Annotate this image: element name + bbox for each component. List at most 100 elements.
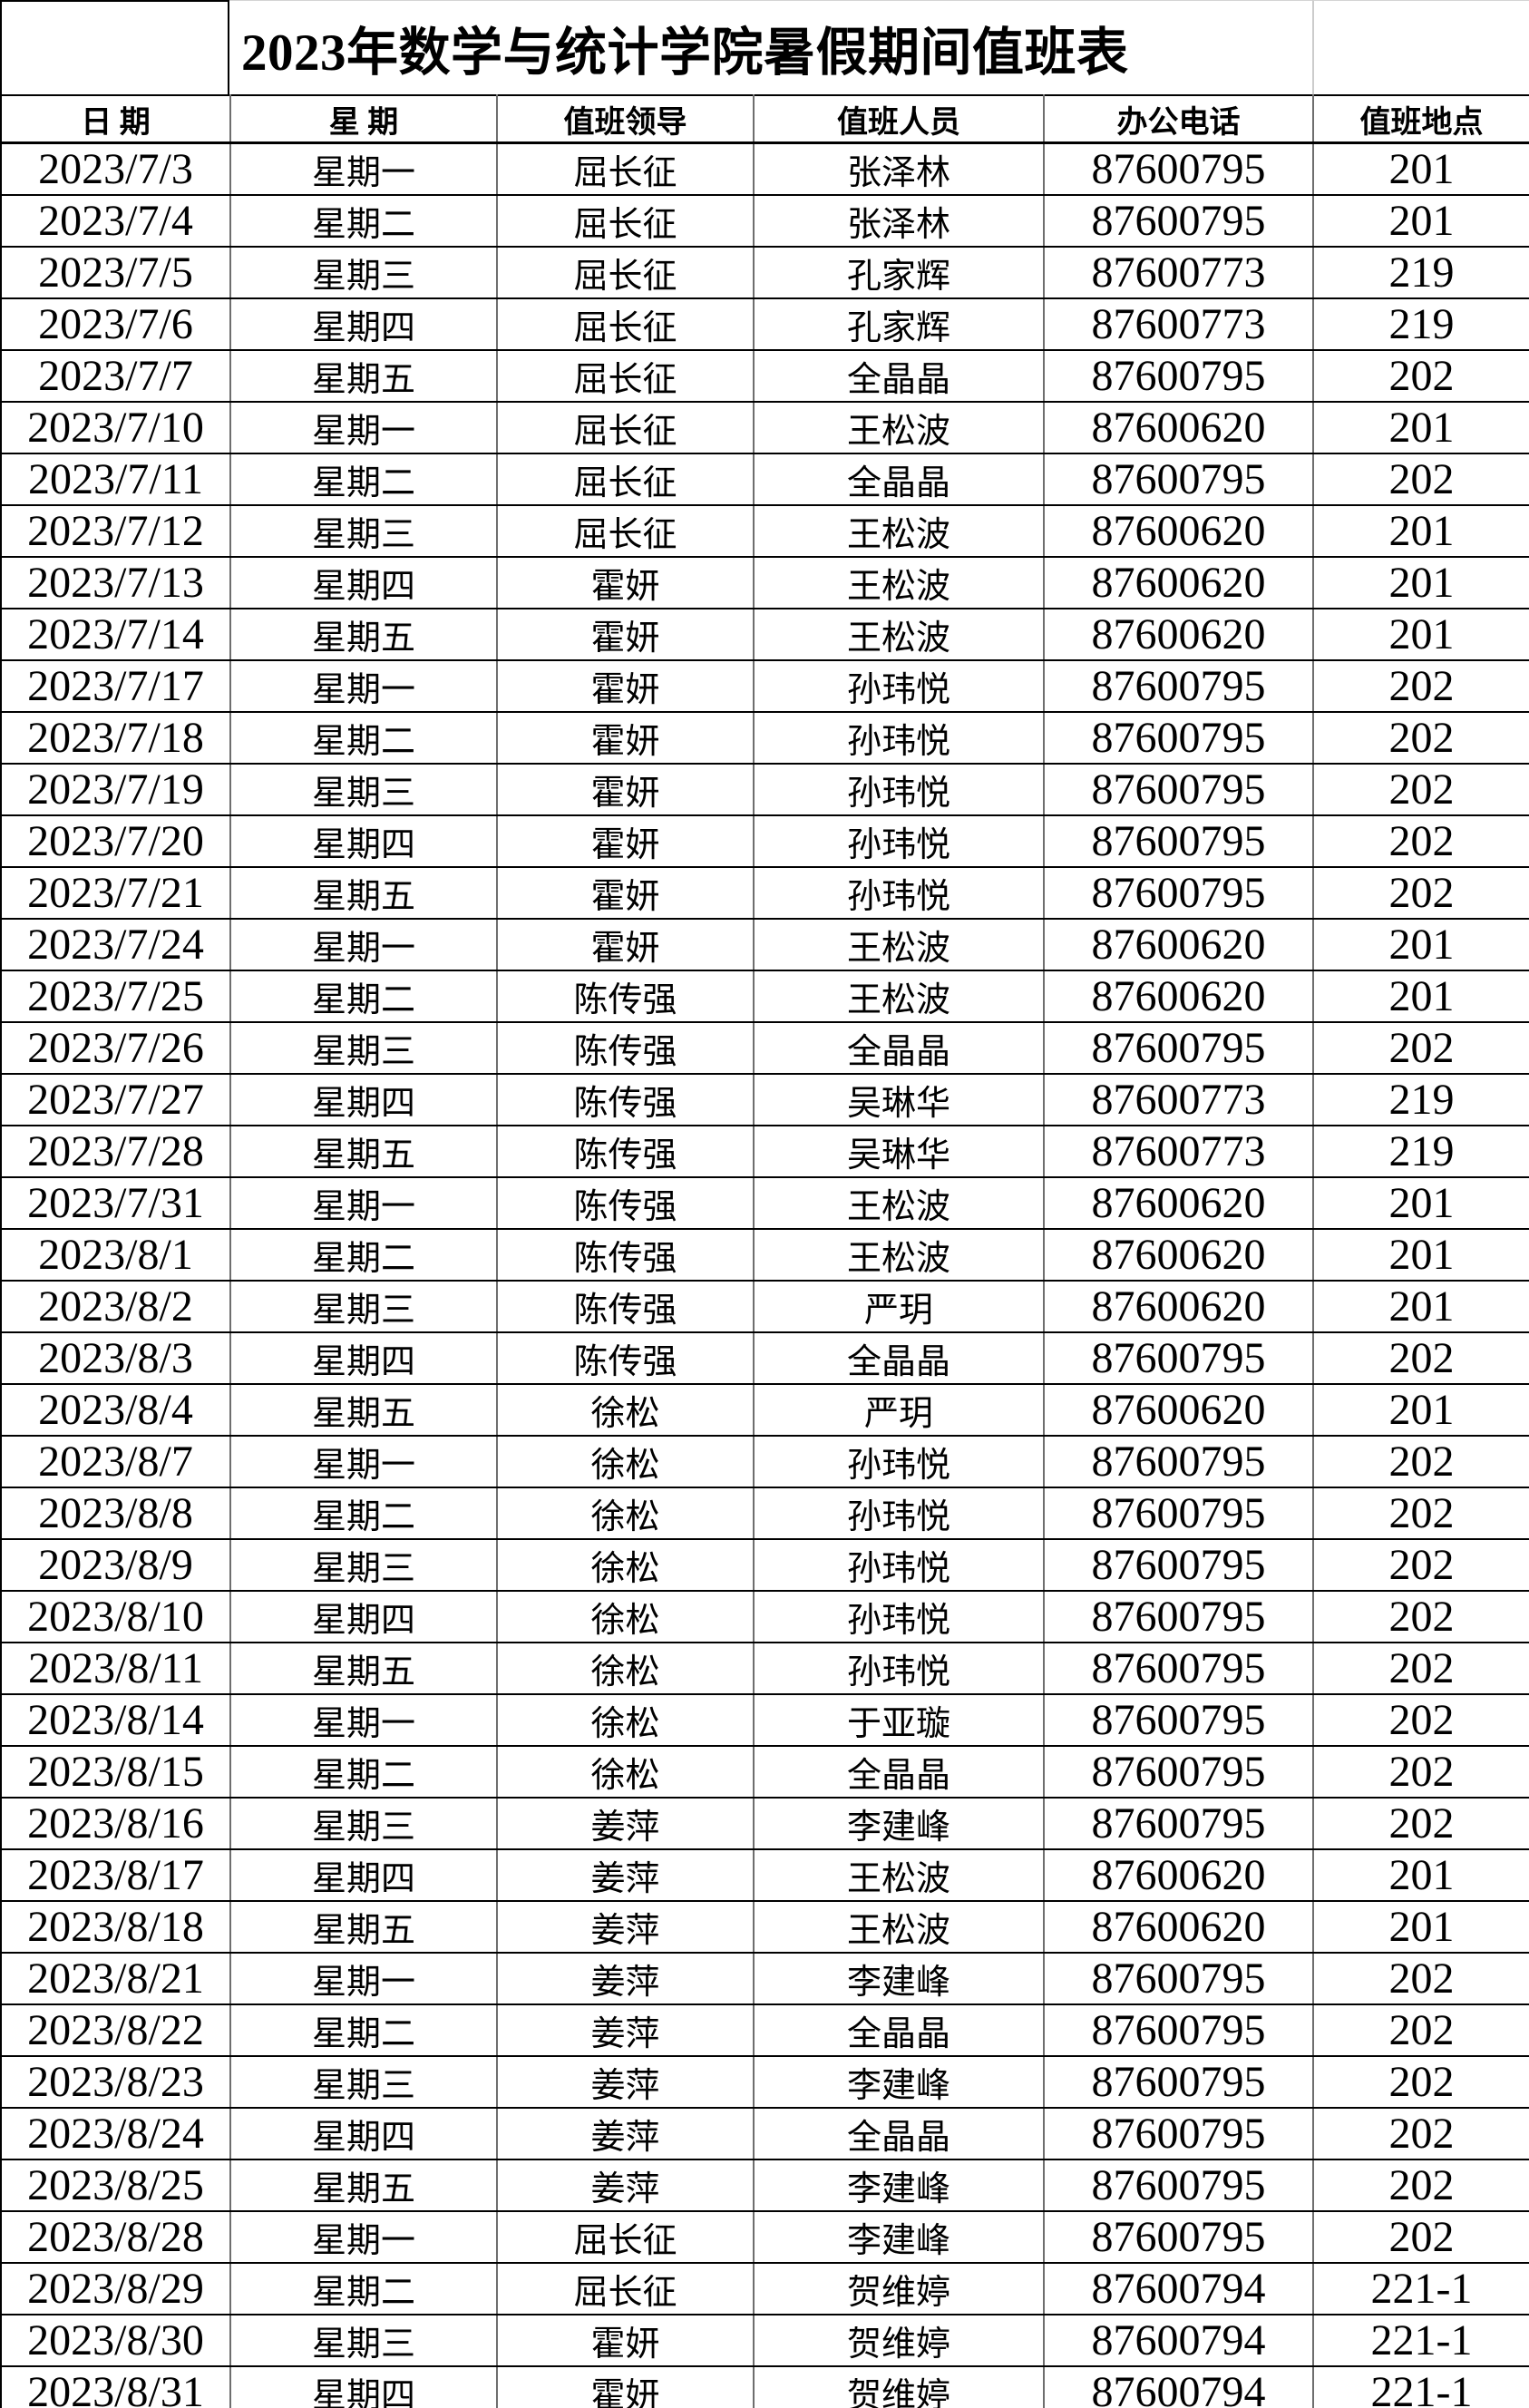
cell-weekday: 星期五 [230, 1643, 498, 1695]
cell-date: 2023/7/14 [1, 609, 231, 661]
cell-leader: 霍妍 [497, 660, 755, 713]
cell-location: 201 [1313, 1384, 1529, 1437]
cell-person: 于亚璇 [754, 1694, 1045, 1747]
cell-phone: 87600795 [1044, 1436, 1314, 1488]
table-row: 2023/7/20 星期四 霍妍 孙玮悦 87600795 202 [1, 815, 1529, 868]
cell-weekday: 星期三 [230, 247, 498, 299]
cell-phone: 87600795 [1044, 1591, 1314, 1643]
cell-leader: 屈长征 [497, 350, 755, 403]
cell-location: 202 [1313, 1487, 1529, 1540]
cell-phone: 87600773 [1044, 298, 1314, 351]
cell-date: 2023/8/4 [1, 1384, 231, 1437]
title-corner-left-cell [0, 0, 229, 94]
table-row: 2023/8/16 星期三 姜萍 李建峰 87600795 202 [1, 1798, 1529, 1850]
cell-person: 孙玮悦 [754, 867, 1045, 920]
cell-leader: 霍妍 [497, 919, 755, 971]
cell-location: 201 [1313, 1229, 1529, 1282]
table-row: 2023/8/18 星期五 姜萍 王松波 87600620 201 [1, 1901, 1529, 1954]
cell-phone: 87600795 [1044, 815, 1314, 868]
cell-location: 202 [1313, 1332, 1529, 1385]
cell-leader: 屈长征 [497, 505, 755, 558]
cell-location: 221-1 [1313, 2263, 1529, 2315]
cell-phone: 87600794 [1044, 2315, 1314, 2367]
cell-leader: 陈传强 [497, 1229, 755, 1282]
cell-leader: 霍妍 [497, 2366, 755, 2408]
cell-location: 202 [1313, 1746, 1529, 1799]
cell-weekday: 星期一 [230, 1177, 498, 1230]
table-row: 2023/7/25 星期二 陈传强 王松波 87600620 201 [1, 970, 1529, 1023]
cell-leader: 陈传强 [497, 1074, 755, 1126]
cell-phone: 87600794 [1044, 2366, 1314, 2408]
table-row: 2023/7/12 星期三 屈长征 王松波 87600620 201 [1, 505, 1529, 558]
cell-date: 2023/7/19 [1, 764, 231, 816]
cell-date: 2023/7/4 [1, 195, 231, 248]
cell-leader: 姜萍 [497, 2108, 755, 2160]
cell-person: 孙玮悦 [754, 1643, 1045, 1695]
cell-date: 2023/7/7 [1, 350, 231, 403]
cell-phone: 87600620 [1044, 1901, 1314, 1954]
table-row: 2023/7/6 星期四 屈长征 孔家辉 87600773 219 [1, 298, 1529, 351]
cell-location: 202 [1313, 1022, 1529, 1075]
cell-person: 李建峰 [754, 1953, 1045, 2005]
cell-phone: 87600620 [1044, 1384, 1314, 1437]
cell-weekday: 星期二 [230, 453, 498, 506]
cell-weekday: 星期五 [230, 1901, 498, 1954]
cell-date: 2023/8/30 [1, 2315, 231, 2367]
cell-weekday: 星期一 [230, 142, 498, 196]
header-row: 日 期 星 期 值班领导 值班人员 办公电话 值班地点 [1, 95, 1529, 144]
cell-weekday: 星期二 [230, 1487, 498, 1540]
cell-location: 202 [1313, 1539, 1529, 1592]
cell-location: 219 [1313, 1074, 1529, 1126]
cell-location: 202 [1313, 764, 1529, 816]
table-row: 2023/8/7 星期一 徐松 孙玮悦 87600795 202 [1, 1436, 1529, 1488]
cell-phone: 87600620 [1044, 505, 1314, 558]
cell-leader: 徐松 [497, 1643, 755, 1695]
cell-weekday: 星期一 [230, 402, 498, 454]
cell-location: 202 [1313, 350, 1529, 403]
cell-date: 2023/7/18 [1, 712, 231, 765]
cell-phone: 87600795 [1044, 1746, 1314, 1799]
cell-person: 孙玮悦 [754, 1487, 1045, 1540]
cell-leader: 徐松 [497, 1746, 755, 1799]
cell-leader: 霍妍 [497, 557, 755, 609]
cell-phone: 87600795 [1044, 660, 1314, 713]
cell-location: 202 [1313, 867, 1529, 920]
table-row: 2023/8/30 星期三 霍妍 贺维婷 87600794 221-1 [1, 2315, 1529, 2367]
table-row: 2023/7/19 星期三 霍妍 孙玮悦 87600795 202 [1, 764, 1529, 816]
table-row: 2023/8/29 星期二 屈长征 贺维婷 87600794 221-1 [1, 2263, 1529, 2315]
table-row: 2023/7/14 星期五 霍妍 王松波 87600620 201 [1, 609, 1529, 661]
column-header-location: 值班地点 [1313, 95, 1529, 144]
table-row: 2023/7/17 星期一 霍妍 孙玮悦 87600795 202 [1, 660, 1529, 713]
cell-leader: 陈传强 [497, 970, 755, 1023]
cell-person: 全晶晶 [754, 1746, 1045, 1799]
cell-person: 张泽林 [754, 142, 1045, 196]
cell-person: 王松波 [754, 1901, 1045, 1954]
cell-location: 201 [1313, 919, 1529, 971]
cell-person: 王松波 [754, 970, 1045, 1023]
cell-phone: 87600795 [1044, 195, 1314, 248]
cell-person: 王松波 [754, 402, 1045, 454]
cell-phone: 87600620 [1044, 557, 1314, 609]
cell-leader: 陈传强 [497, 1022, 755, 1075]
cell-leader: 屈长征 [497, 402, 755, 454]
cell-person: 王松波 [754, 557, 1045, 609]
table-row: 2023/8/8 星期二 徐松 孙玮悦 87600795 202 [1, 1487, 1529, 1540]
cell-phone: 87600620 [1044, 1177, 1314, 1230]
cell-person: 王松波 [754, 919, 1045, 971]
cell-person: 李建峰 [754, 2159, 1045, 2212]
cell-leader: 徐松 [497, 1591, 755, 1643]
cell-phone: 87600620 [1044, 1281, 1314, 1333]
table-row: 2023/8/3 星期四 陈传强 全晶晶 87600795 202 [1, 1332, 1529, 1385]
cell-location: 202 [1313, 1436, 1529, 1488]
table-row: 2023/8/1 星期二 陈传强 王松波 87600620 201 [1, 1229, 1529, 1282]
table-row: 2023/8/4 星期五 徐松 严玥 87600620 201 [1, 1384, 1529, 1437]
cell-leader: 姜萍 [497, 1953, 755, 2005]
cell-location: 201 [1313, 1281, 1529, 1333]
cell-date: 2023/8/24 [1, 2108, 231, 2160]
cell-person: 全晶晶 [754, 1022, 1045, 1075]
cell-date: 2023/7/11 [1, 453, 231, 506]
title-row: 2023年数学与统计学院暑假期间值班表 [0, 0, 1529, 94]
cell-person: 贺维婷 [754, 2315, 1045, 2367]
duty-table-header: 日 期 星 期 值班领导 值班人员 办公电话 值班地点 [1, 95, 1529, 144]
cell-date: 2023/8/11 [1, 1643, 231, 1695]
